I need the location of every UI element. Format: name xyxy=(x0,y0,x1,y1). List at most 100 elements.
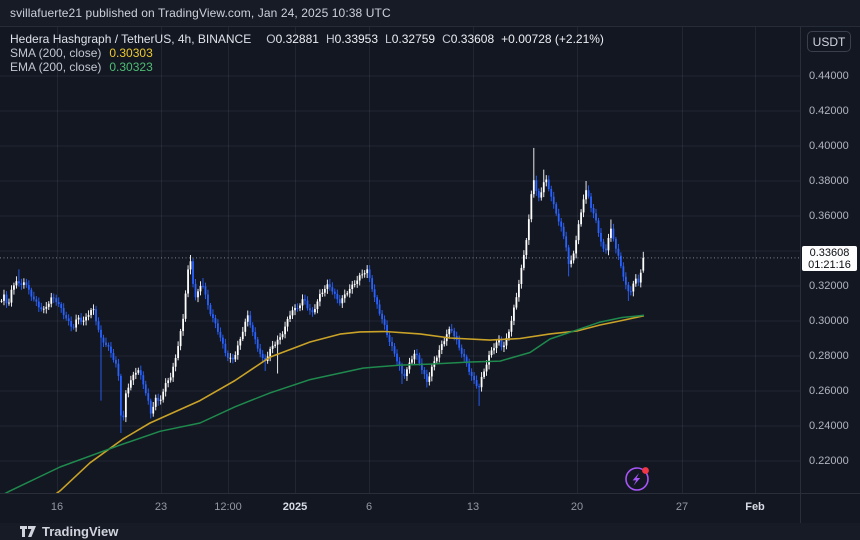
candle-body xyxy=(341,298,344,304)
price-tick-label: 0.28000 xyxy=(809,350,849,362)
candle-body xyxy=(518,284,520,298)
candle-body xyxy=(102,337,105,343)
time-tick-label: 16 xyxy=(50,501,64,513)
candle-body xyxy=(532,180,535,195)
tradingview-logo[interactable]: TradingView xyxy=(20,524,118,539)
candle-body xyxy=(246,315,249,322)
candle-body xyxy=(37,301,40,308)
time-axis[interactable]: 16 23 12:00 2025 6 13 20 27 Feb xyxy=(0,493,860,524)
candle-body xyxy=(249,315,252,326)
candle-body xyxy=(221,337,224,344)
candle-body xyxy=(577,224,580,241)
candle-body xyxy=(515,297,518,308)
legend-ema-row: EMA (200, close) 0.30323 xyxy=(10,60,604,74)
candle-body xyxy=(169,377,172,381)
candle-body xyxy=(294,308,296,311)
candle-body xyxy=(167,380,170,384)
candle-body xyxy=(154,397,157,407)
tradingview-logo-icon xyxy=(20,526,36,537)
candle-body xyxy=(82,320,85,322)
price-axis[interactable]: USDT 0.44000 0.42000 0.40000 0.38000 0.36000… xyxy=(800,27,860,493)
footer-bar: TradingView xyxy=(0,523,860,540)
candle-body xyxy=(580,212,582,225)
price-tick-label: 0.44000 xyxy=(809,70,849,82)
candle-body xyxy=(535,180,538,192)
candle-body xyxy=(149,400,152,414)
candle-body xyxy=(304,299,306,301)
candle-body xyxy=(348,288,351,294)
candle-body xyxy=(189,261,192,270)
alert-lightning-icon[interactable] xyxy=(625,467,649,491)
candle-body xyxy=(239,339,242,346)
open-label: O xyxy=(266,32,276,46)
candle-body xyxy=(331,287,334,292)
candle-body xyxy=(453,330,456,337)
candle-body xyxy=(122,415,125,418)
candle-body xyxy=(585,190,587,200)
candle-body xyxy=(60,304,63,309)
candle-body xyxy=(52,297,55,299)
candle-body xyxy=(182,318,184,332)
candle-body xyxy=(366,269,369,274)
candle-body xyxy=(438,349,441,358)
candle-body xyxy=(55,298,58,303)
candle-body xyxy=(490,350,493,356)
candle-body xyxy=(592,207,595,214)
candle-body xyxy=(162,391,165,400)
candle-body xyxy=(142,375,145,385)
chart-area: Hedera Hashgraph / TetherUS, 4h, BINANCE… xyxy=(0,27,860,524)
candle-body xyxy=(338,299,341,304)
candle-body xyxy=(361,274,364,276)
candle-body xyxy=(105,342,107,346)
candle-body xyxy=(284,326,286,335)
candle-body xyxy=(624,276,627,285)
candle-body xyxy=(537,191,540,198)
candle-body xyxy=(358,275,361,281)
candle-body xyxy=(637,278,640,283)
candle-body xyxy=(545,179,548,183)
candle-body xyxy=(199,285,202,292)
candle-body xyxy=(425,374,428,382)
candle-body xyxy=(550,189,553,197)
candle-body xyxy=(468,363,471,372)
candle-body xyxy=(115,359,117,364)
open-value: 0.32881 xyxy=(275,32,319,46)
candle-body xyxy=(326,284,329,289)
sma-label: SMA (200, close) xyxy=(10,46,102,60)
candle-body xyxy=(321,292,324,295)
candle-body xyxy=(530,194,533,220)
price-tick-label: 0.30000 xyxy=(809,315,849,327)
legend-symbol-row: Hedera Hashgraph / TetherUS, 4h, BINANCE… xyxy=(10,32,604,46)
candle-body xyxy=(527,219,530,241)
candle-body xyxy=(241,331,244,340)
candle-body xyxy=(498,340,500,343)
candle-body xyxy=(309,308,311,311)
last-price-label: 0.33608 01:21:16 xyxy=(802,246,857,271)
candle-body xyxy=(269,348,272,357)
candle-body xyxy=(440,344,443,350)
candle-body xyxy=(381,313,383,320)
candle-body xyxy=(42,308,45,310)
currency-toggle-button[interactable]: USDT xyxy=(807,31,851,52)
candle-body xyxy=(582,199,585,213)
candle-body xyxy=(383,319,386,325)
attribution-bar: svillafuerte21 published on TradingView.… xyxy=(0,0,860,27)
chart-pane[interactable] xyxy=(0,27,800,493)
price-tick-label: 0.32000 xyxy=(809,280,849,292)
candle-body xyxy=(316,301,319,310)
price-tick-label: 0.36000 xyxy=(809,210,849,222)
low-value: 0.32759 xyxy=(391,32,436,46)
high-label: H xyxy=(325,32,335,46)
candle-body xyxy=(219,331,222,338)
time-tick-label: Feb xyxy=(745,501,765,513)
candle-body xyxy=(271,345,274,349)
candle-body xyxy=(120,375,122,416)
candle-body xyxy=(75,319,78,328)
candle-body xyxy=(286,318,289,327)
candle-body xyxy=(503,345,505,348)
candle-body xyxy=(172,366,175,378)
candle-body xyxy=(470,371,473,376)
candle-body xyxy=(388,335,391,342)
candle-body xyxy=(629,291,632,293)
candle-body xyxy=(311,310,314,313)
